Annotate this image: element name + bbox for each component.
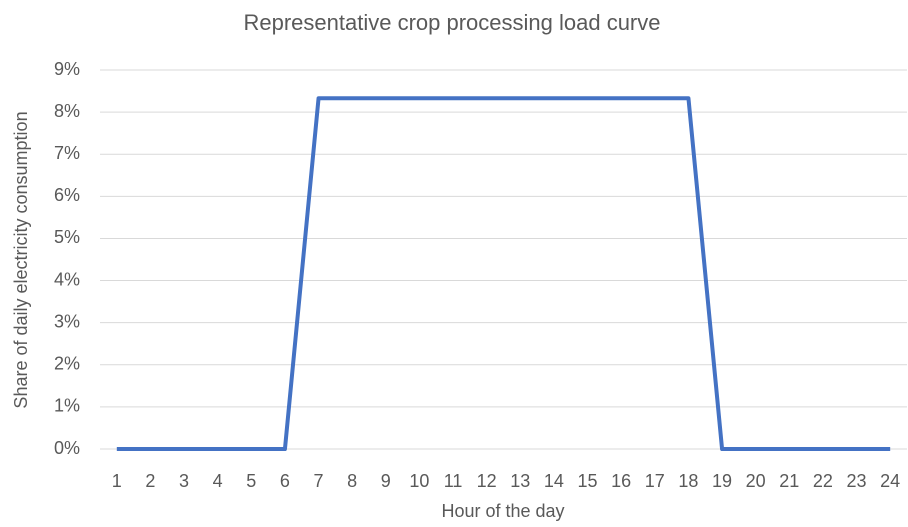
y-tick-label: 1% bbox=[54, 396, 80, 416]
x-tick-label: 8 bbox=[347, 471, 357, 491]
y-tick-label: 8% bbox=[54, 101, 80, 121]
y-tick-label: 4% bbox=[54, 269, 80, 289]
y-tick-label: 3% bbox=[54, 311, 80, 331]
x-tick-label: 9 bbox=[381, 471, 391, 491]
x-axis-label: Hour of the day bbox=[441, 501, 564, 521]
x-tick-label: 10 bbox=[409, 471, 429, 491]
x-tick-label: 22 bbox=[813, 471, 833, 491]
x-tick-label: 18 bbox=[678, 471, 698, 491]
x-tick-label: 19 bbox=[712, 471, 732, 491]
x-tick-label: 6 bbox=[280, 471, 290, 491]
chart-title: Representative crop processing load curv… bbox=[243, 10, 660, 35]
y-tick-label: 0% bbox=[54, 438, 80, 458]
x-tick-label: 11 bbox=[444, 471, 463, 491]
x-tick-label: 16 bbox=[611, 471, 631, 491]
x-tick-label: 3 bbox=[179, 471, 189, 491]
x-tick-label: 12 bbox=[477, 471, 497, 491]
x-tick-label: 15 bbox=[578, 471, 598, 491]
y-tick-label: 7% bbox=[54, 143, 80, 163]
x-tick-label: 17 bbox=[645, 471, 665, 491]
x-tick-label: 7 bbox=[314, 471, 324, 491]
y-axis-label: Share of daily electricity consumption bbox=[11, 111, 31, 408]
x-tick-label: 23 bbox=[847, 471, 867, 491]
x-tick-label: 1 bbox=[112, 471, 122, 491]
x-tick-label: 4 bbox=[213, 471, 223, 491]
data-line bbox=[116, 96, 891, 451]
x-tick-label: 20 bbox=[746, 471, 766, 491]
y-tick-label: 5% bbox=[54, 227, 80, 247]
y-tick-label: 9% bbox=[54, 59, 80, 79]
x-tick-label: 21 bbox=[779, 471, 799, 491]
x-tick-label: 2 bbox=[145, 471, 155, 491]
y-tick-label: 2% bbox=[54, 354, 80, 374]
x-tick-label: 24 bbox=[880, 471, 900, 491]
x-tick-label: 13 bbox=[510, 471, 530, 491]
x-tick-label: 14 bbox=[544, 471, 564, 491]
x-tick-label: 5 bbox=[246, 471, 256, 491]
y-tick-label: 6% bbox=[54, 185, 80, 205]
